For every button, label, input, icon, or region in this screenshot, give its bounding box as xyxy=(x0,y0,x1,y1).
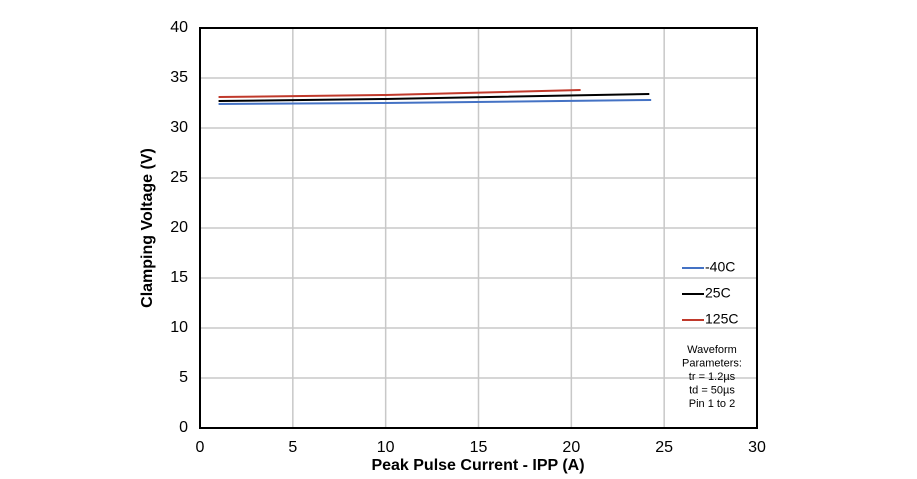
plot-border xyxy=(199,27,758,429)
y-tick-label: 20 xyxy=(170,219,188,236)
series-line xyxy=(218,99,652,105)
x-tick-label: 30 xyxy=(748,439,766,456)
legend-label: 125C xyxy=(705,311,738,327)
legend-label: 25C xyxy=(705,285,731,301)
annotation: Pin 1 to 2 xyxy=(689,398,735,410)
series-line xyxy=(218,93,650,102)
annotation: td = 50µs xyxy=(689,384,735,396)
y-tick-label: 0 xyxy=(179,419,188,436)
annotation: Parameters: xyxy=(682,357,742,369)
x-tick-label: 5 xyxy=(288,439,297,456)
x-tick-label: 15 xyxy=(470,439,488,456)
x-tick-label: 20 xyxy=(562,439,580,456)
y-tick-label: 5 xyxy=(179,369,188,386)
series-line xyxy=(218,89,581,98)
annotation: Waveform xyxy=(687,344,737,356)
y-tick-label: 10 xyxy=(170,319,188,336)
annotation: tr = 1.2µs xyxy=(689,371,736,383)
y-tick-label: 35 xyxy=(170,69,188,86)
y-tick-label: 25 xyxy=(170,169,188,186)
x-tick-label: 25 xyxy=(655,439,673,456)
x-axis-label: Peak Pulse Current - IPP (A) xyxy=(371,457,584,474)
y-tick-label: 15 xyxy=(170,269,188,286)
x-tick-label: 10 xyxy=(377,439,395,456)
x-tick-label: 0 xyxy=(196,439,205,456)
y-axis-label: Clamping Voltage (V) xyxy=(139,148,156,308)
y-tick-label: 30 xyxy=(170,119,188,136)
y-tick-label: 40 xyxy=(170,19,188,36)
legend-label: -40C xyxy=(705,259,735,275)
